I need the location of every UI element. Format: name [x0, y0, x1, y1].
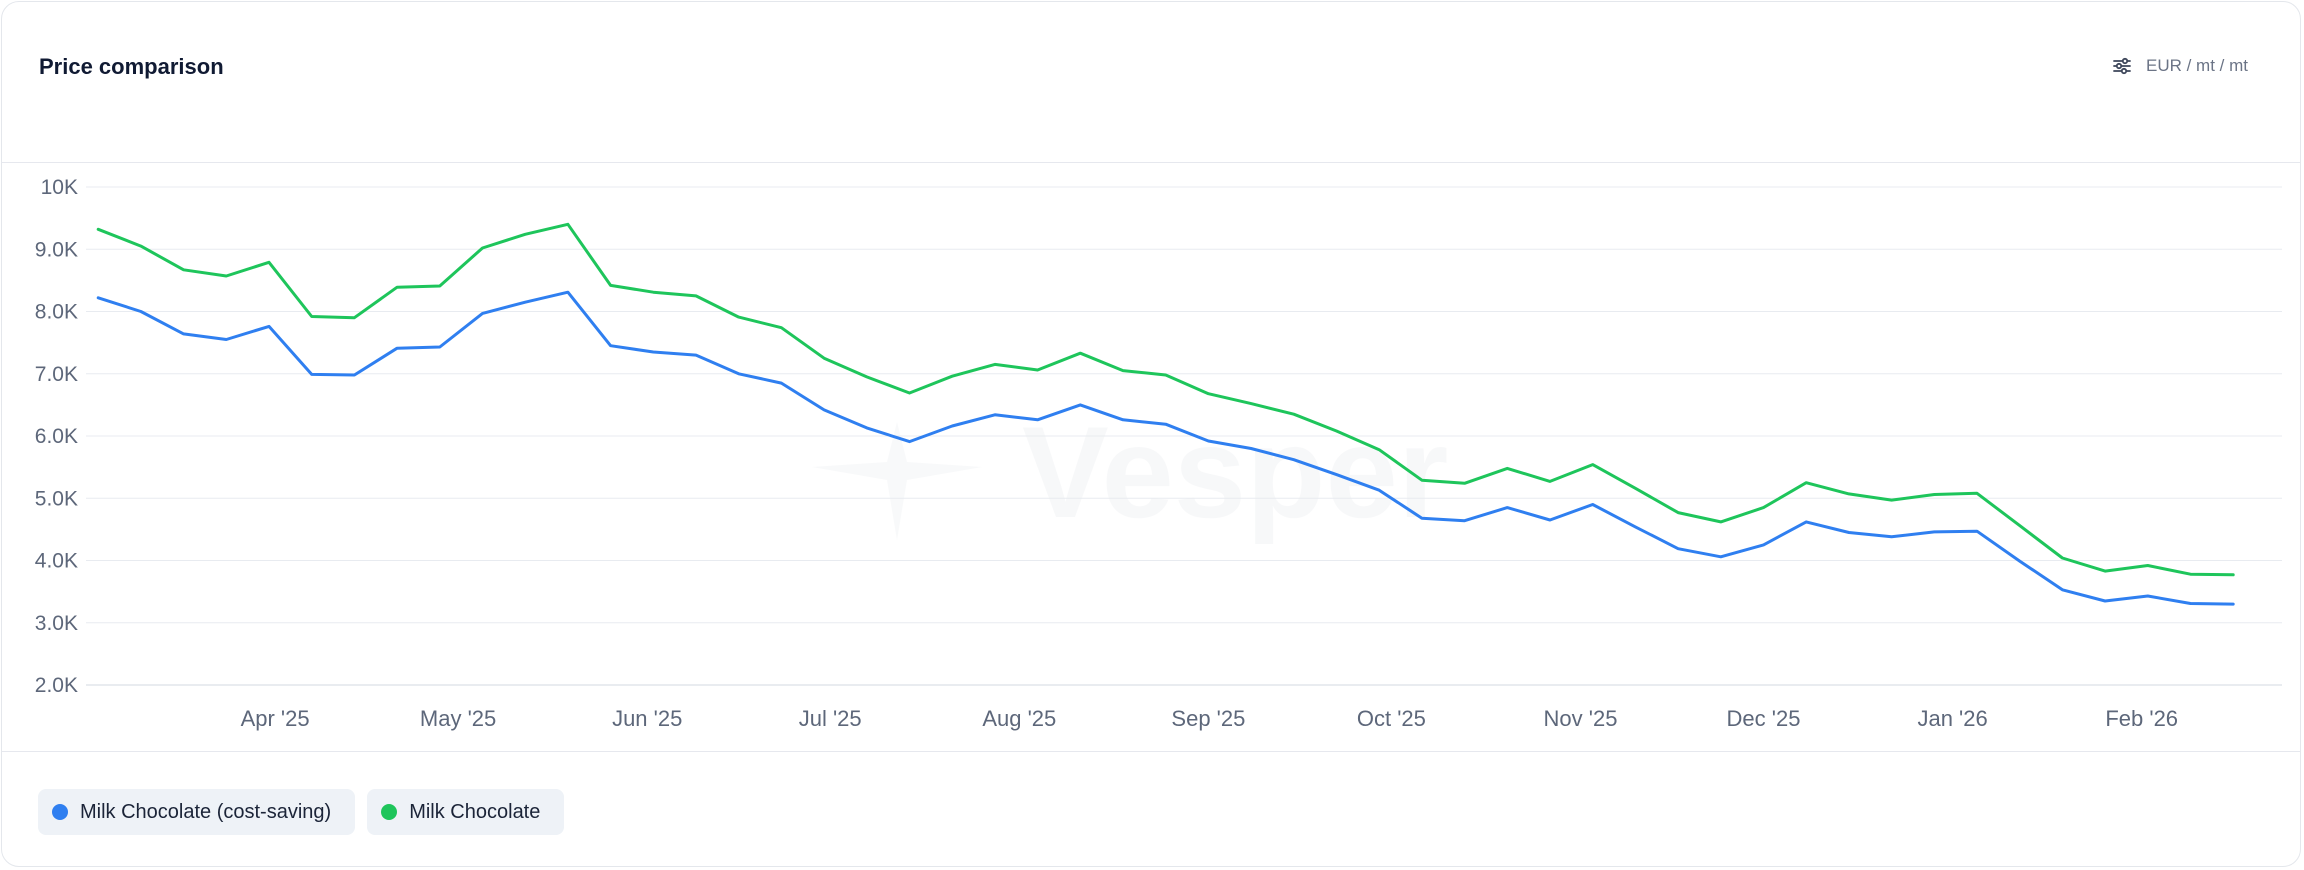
x-tick-label: Aug '25	[982, 706, 1056, 731]
units-selector[interactable]: EUR / mt / mt	[2112, 56, 2248, 76]
x-tick-label: Oct '25	[1357, 706, 1426, 731]
y-tick-label: 2.0K	[35, 674, 78, 697]
units-label[interactable]: EUR / mt / mt	[2146, 56, 2248, 75]
x-tick-label: Jan '26	[1917, 706, 1987, 731]
sliders-icon[interactable]	[2112, 56, 2132, 76]
legend-label: Milk Chocolate (cost-saving)	[80, 800, 332, 823]
chart-footer: Milk Chocolate (cost-saving) Milk Chocol…	[2, 751, 2300, 866]
y-tick-label: 9.0K	[35, 238, 78, 261]
x-tick-label: Dec '25	[1727, 706, 1801, 731]
legend-item-milk-chocolate[interactable]: Milk Chocolate	[367, 789, 565, 835]
x-tick-label: Nov '25	[1544, 706, 1618, 731]
page-title: Price comparison	[39, 54, 224, 79]
card-header: Price comparison EUR / mt / mt	[2, 2, 2300, 163]
x-tick-label: Apr '25	[241, 706, 310, 731]
x-tick-label: Jun '25	[612, 706, 682, 731]
y-tick-label: 8.0K	[35, 301, 78, 324]
x-tick-label: Sep '25	[1171, 706, 1245, 731]
watermark-logo: Vesper	[812, 399, 1448, 545]
legend-item-cost-saving[interactable]: Milk Chocolate (cost-saving)	[38, 789, 356, 835]
line-chart: Vesper 10K 9.0K 8.0K 7.0K 6.0K 5.0K 4.0K 3.0K 2.…	[35, 176, 2282, 731]
legend: Milk Chocolate (cost-saving) Milk Chocol…	[38, 789, 565, 835]
y-tick-label: 7.0K	[35, 363, 78, 386]
y-tick-label: 10K	[41, 176, 78, 199]
legend-dot-green	[381, 804, 398, 820]
legend-label: Milk Chocolate	[409, 800, 541, 823]
y-tick-label: 3.0K	[35, 612, 78, 635]
chart-area: Vesper 10K 9.0K 8.0K 7.0K 6.0K 5.0K 4.0K 3.0K 2.…	[2, 162, 2300, 751]
series-line-cost-saving[interactable]	[96, 290, 2235, 606]
watermark-text: Vesper	[1022, 399, 1448, 545]
y-tick-label: 4.0K	[35, 550, 78, 573]
x-tick-label: May '25	[420, 706, 496, 731]
y-tick-label: 6.0K	[35, 425, 78, 448]
x-tick-label: Jul '25	[799, 706, 862, 731]
y-tick-label: 5.0K	[35, 487, 78, 510]
legend-dot-blue	[52, 804, 68, 820]
series-line-milk-chocolate[interactable]	[96, 222, 2235, 577]
x-tick-label: Feb '26	[2105, 706, 2178, 731]
